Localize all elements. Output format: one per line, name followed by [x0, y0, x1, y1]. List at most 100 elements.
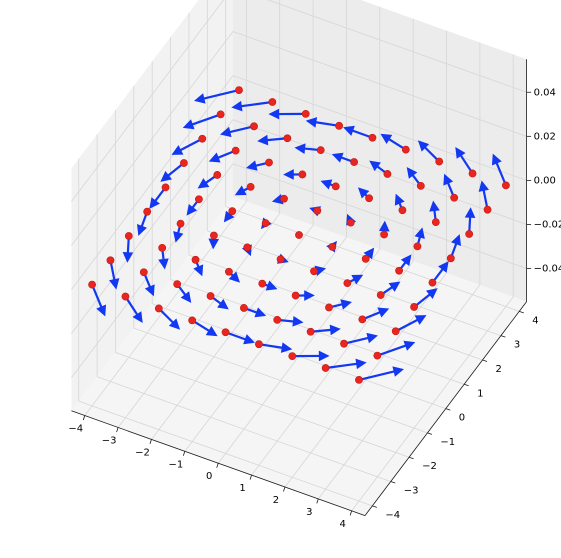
data-point — [343, 279, 352, 288]
vector-arrow-head — [231, 100, 243, 112]
vector-arrow-shaft — [257, 343, 284, 349]
grid-line-y-floor — [188, 254, 483, 361]
grid-line-z-back — [232, 163, 527, 269]
z-tick-label: −0.04 — [534, 264, 561, 275]
data-point — [380, 230, 388, 239]
data-point — [198, 134, 207, 143]
vector-arrow-head — [318, 350, 330, 362]
y-axis-line — [364, 301, 527, 516]
data-point — [313, 206, 322, 215]
vector-arrow-head — [228, 271, 240, 283]
data-point — [210, 231, 218, 240]
data-point — [246, 182, 255, 191]
vector-arrow-shaft — [179, 137, 204, 152]
vector-arrow-head — [144, 284, 155, 297]
data-point — [321, 364, 330, 372]
data-point — [310, 267, 318, 276]
grid-line-y-floor — [115, 352, 410, 458]
vector-arrow-head — [171, 145, 184, 155]
tick-mark — [216, 463, 219, 468]
data-point — [350, 158, 358, 166]
vector-arrow-head — [429, 200, 440, 212]
vector-arrow-head — [96, 304, 107, 317]
tick-mark — [283, 486, 286, 492]
data-point — [228, 207, 237, 216]
tick-labels: −4 −3 −2 −1 0 1 2 3 4 −4 −3 −2 −1 0 1 2 3 4 −0.04 −0.02 0.00… — [68, 87, 561, 530]
data-point — [335, 121, 343, 130]
data-point — [301, 110, 310, 118]
vector-arrow-head — [455, 146, 466, 159]
grid-lines — [71, 0, 527, 512]
vector-arrow-shaft — [394, 318, 419, 333]
y-tick-label: 4 — [532, 315, 538, 326]
tick-mark — [116, 427, 119, 433]
vector-arrow-head — [329, 324, 341, 336]
vector-arrow-shaft — [357, 370, 396, 382]
data-point — [225, 267, 233, 276]
grid-line-z-back — [232, 75, 527, 181]
vector-arrow-shaft — [240, 100, 274, 108]
data-point — [240, 304, 248, 312]
tick-mark — [519, 310, 524, 314]
data-point — [191, 255, 200, 264]
data-point — [331, 182, 340, 191]
vector-arrow-head — [223, 210, 235, 223]
data-point — [340, 339, 348, 348]
vector-arrow-head — [217, 298, 229, 310]
vector-arrow-head — [122, 251, 134, 263]
data-point — [355, 376, 363, 384]
x-tick-label: 4 — [339, 519, 345, 530]
data-point — [221, 328, 230, 337]
data-point — [368, 133, 377, 142]
vector-arrow-head — [193, 264, 204, 277]
vector-arrow-head — [491, 153, 502, 166]
data-point — [180, 159, 188, 167]
z-tick-label: 0.04 — [534, 87, 556, 98]
vector-arrow-head — [343, 125, 355, 136]
axis-lines — [71, 59, 532, 516]
vector-arrow-head — [320, 179, 333, 190]
vector-arrow-head — [305, 117, 318, 128]
tick-mark — [445, 408, 451, 411]
vector-arrow-head — [406, 167, 418, 179]
z-tick-label: −0.02 — [534, 219, 561, 230]
data-point — [154, 304, 163, 313]
x-axis-line — [71, 410, 366, 516]
vector-arrow-head — [180, 291, 192, 303]
data-point — [325, 303, 333, 312]
data-point — [288, 352, 297, 360]
vector-arrow-head — [109, 278, 120, 290]
data-point — [428, 278, 437, 287]
data-point — [143, 207, 152, 216]
vector-arrow-head — [369, 160, 381, 172]
vector-arrow-head — [243, 334, 255, 345]
z-tick-label: 0.02 — [534, 131, 556, 142]
vector-arrow-head — [366, 332, 378, 344]
tick-mark — [249, 474, 252, 480]
vector-arrow-head — [280, 342, 293, 353]
vector-arrow-head — [208, 152, 221, 163]
data-point — [446, 254, 455, 263]
vector-arrow-head — [417, 140, 430, 152]
vector-arrow-head — [380, 133, 393, 144]
data-point — [173, 280, 182, 289]
data-marks — [88, 86, 510, 384]
vector-arrow-head — [414, 315, 427, 325]
grid-line-y-floor — [225, 206, 520, 312]
vector-arrow-head — [197, 178, 210, 189]
x-tick-label: −2 — [135, 447, 150, 458]
tick-mark — [316, 498, 319, 504]
data-point — [295, 231, 303, 239]
vector-arrow-head — [160, 171, 172, 182]
data-point — [306, 327, 315, 336]
x-tick-label: 1 — [239, 483, 245, 494]
vector-arrow-shaft — [228, 125, 256, 134]
grid-line-y-floor — [78, 400, 373, 507]
data-point — [231, 146, 240, 155]
data-point — [235, 86, 243, 94]
z-tick-label: 0.00 — [534, 175, 556, 186]
vector-arrow-head — [265, 280, 278, 291]
vector-arrow-head — [388, 281, 401, 292]
data-point — [206, 292, 215, 300]
data-point — [346, 218, 355, 227]
